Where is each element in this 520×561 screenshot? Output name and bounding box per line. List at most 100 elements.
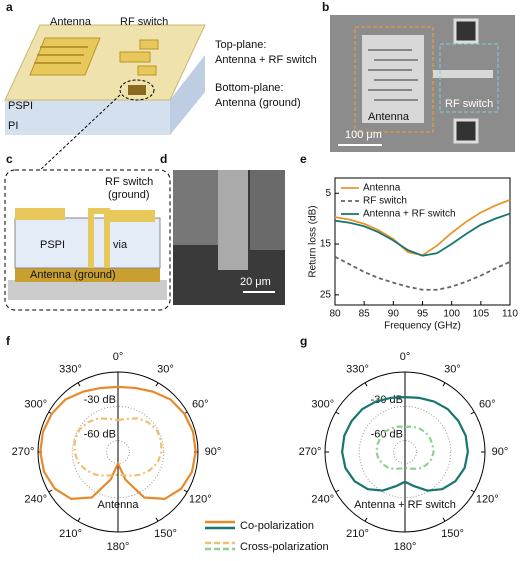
panel-label: g bbox=[300, 334, 307, 348]
label: via bbox=[113, 239, 128, 251]
theta-tick bbox=[364, 517, 368, 522]
theta-tick-label: 60° bbox=[479, 398, 496, 410]
frame bbox=[4, 169, 171, 311]
theta-tick-label: 210° bbox=[346, 528, 369, 540]
connector bbox=[39, 94, 121, 171]
theta-tick-label: 90° bbox=[492, 446, 509, 458]
theta-tick bbox=[335, 411, 340, 415]
y-tick-label: 25 bbox=[320, 289, 332, 300]
theta-tick bbox=[335, 489, 340, 493]
theta-tick bbox=[77, 517, 81, 522]
label: Antenna (ground) bbox=[215, 97, 301, 109]
via-metal bbox=[88, 208, 110, 268]
sem-wall bbox=[250, 170, 285, 250]
theta-tick-label: 0° bbox=[113, 351, 124, 363]
x-tick-label: 95 bbox=[417, 309, 429, 320]
theta-tick bbox=[155, 517, 159, 522]
r-tick-label: -30 dB bbox=[371, 394, 403, 406]
label: RF switch bbox=[105, 176, 153, 188]
theta-tick-label: 210° bbox=[59, 528, 82, 540]
pattern bbox=[341, 396, 469, 492]
pi-side bbox=[170, 55, 205, 135]
y-axis-label: Return loss (dB) bbox=[308, 205, 319, 277]
theta-tick bbox=[183, 489, 188, 493]
grid-circle bbox=[393, 440, 417, 464]
theta-tick-label: 300° bbox=[311, 398, 334, 410]
theta-tick-label: 300° bbox=[24, 398, 47, 410]
theta-tick-label: 150° bbox=[154, 528, 177, 540]
x-tick-label: 105 bbox=[472, 309, 489, 320]
sem-ridge bbox=[218, 170, 248, 270]
theta-tick-label: 90° bbox=[205, 446, 222, 458]
panel-label: c bbox=[6, 152, 13, 166]
y-tick-label: 5 bbox=[325, 188, 331, 199]
theta-tick-label: 30° bbox=[444, 364, 461, 376]
label: Antenna + RF switch bbox=[215, 54, 317, 66]
theta-tick-label: 150° bbox=[441, 528, 464, 540]
theta-tick bbox=[77, 382, 81, 387]
theta-tick-label: 180° bbox=[394, 541, 417, 553]
panel-label: f bbox=[6, 334, 11, 348]
substrate bbox=[8, 280, 167, 300]
label: Antenna (ground) bbox=[30, 269, 116, 281]
x-axis-label: Frequency (GHz) bbox=[384, 321, 461, 332]
label: PSPI bbox=[40, 239, 65, 251]
metal bbox=[110, 210, 155, 222]
label: RF switch bbox=[445, 98, 493, 110]
theta-tick-label: 0° bbox=[400, 351, 411, 363]
label: PI bbox=[8, 120, 18, 132]
label: Antenna bbox=[368, 111, 410, 123]
theta-tick-label: 180° bbox=[107, 541, 130, 553]
data-line bbox=[334, 212, 511, 257]
theta-tick bbox=[48, 489, 53, 493]
pattern bbox=[375, 425, 435, 470]
switch-pad bbox=[119, 51, 151, 63]
pad bbox=[453, 18, 479, 44]
pad bbox=[453, 118, 479, 144]
r-tick-label: -30 dB bbox=[84, 394, 116, 406]
x-tick-label: 85 bbox=[359, 309, 371, 320]
grid-circle bbox=[71, 405, 165, 499]
switch-pad bbox=[139, 39, 159, 50]
theta-tick bbox=[155, 382, 159, 387]
label: RF switch bbox=[120, 16, 168, 28]
label: 100 μm bbox=[345, 129, 382, 141]
grid-circle bbox=[358, 405, 452, 499]
switch-pad bbox=[137, 65, 157, 76]
theta-tick-label: 120° bbox=[476, 493, 499, 505]
r-tick-label: -60 dB bbox=[371, 428, 403, 440]
legend-label: Co-polarization bbox=[240, 520, 314, 532]
highlight bbox=[119, 79, 155, 101]
metal bbox=[15, 208, 65, 220]
plot-frame bbox=[334, 177, 511, 306]
switch-box bbox=[439, 43, 499, 113]
theta-tick bbox=[470, 411, 475, 415]
theta-tick bbox=[470, 489, 475, 493]
label: Bottom-plane: bbox=[215, 82, 283, 94]
pattern bbox=[73, 417, 163, 477]
x-tick-label: 110 bbox=[502, 309, 518, 320]
legend-label: Antenna + RF switch bbox=[363, 209, 456, 220]
theta-tick-label: 120° bbox=[189, 493, 212, 505]
label: Antenna bbox=[50, 16, 92, 28]
legend-label: RF switch bbox=[363, 196, 407, 207]
theta-tick bbox=[442, 517, 446, 522]
pspi-layer bbox=[14, 217, 161, 269]
y-tick-label: 15 bbox=[320, 239, 332, 250]
antenna-box bbox=[354, 26, 434, 133]
theta-tick-label: 330° bbox=[59, 364, 82, 376]
theta-tick-label: 240° bbox=[24, 493, 47, 505]
panel-label: a bbox=[6, 0, 13, 14]
ground-pad bbox=[128, 85, 146, 95]
x-tick-label: 100 bbox=[443, 309, 460, 320]
pi-front bbox=[5, 100, 170, 135]
label: PSPI bbox=[8, 100, 33, 112]
panel-label: e bbox=[300, 152, 307, 166]
label: (ground) bbox=[108, 189, 150, 201]
theta-tick-label: 60° bbox=[192, 398, 209, 410]
panel-label: d bbox=[160, 152, 167, 166]
sem-wall bbox=[173, 170, 218, 245]
x-tick-label: 80 bbox=[329, 309, 341, 320]
theta-tick-label: 270° bbox=[299, 446, 322, 458]
